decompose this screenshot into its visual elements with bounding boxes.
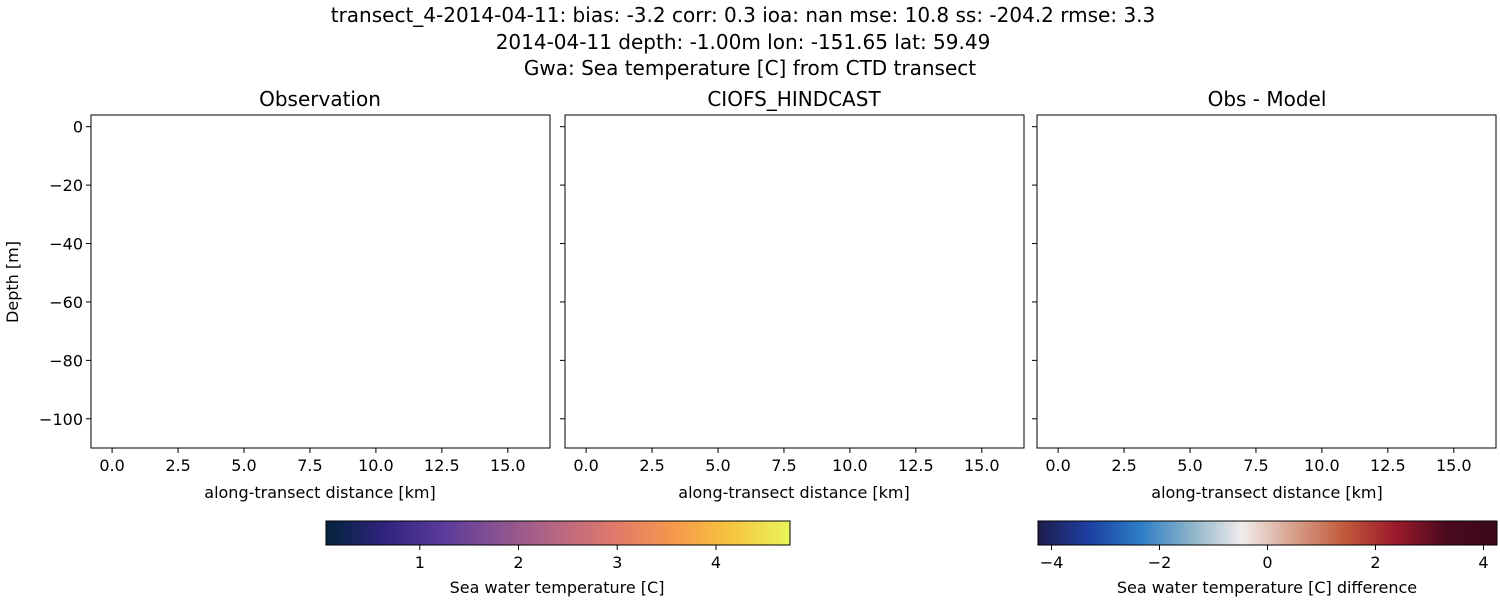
x-tick-label: 0.0 xyxy=(99,456,124,475)
colorbar-gradient xyxy=(325,520,791,546)
colorbar-tick-label: 3 xyxy=(612,553,622,572)
x-axis-label: along-transect distance [km] xyxy=(204,483,435,502)
colorbar-label: Sea water temperature [C] xyxy=(450,578,665,597)
y-axis-label: Depth [m] xyxy=(3,241,22,323)
x-tick-label: 12.5 xyxy=(424,456,460,475)
model-ticks: 0.0 2.5 5.0 7.5 10.0 12.5 15.0 xyxy=(560,126,1000,475)
panel-observation: Observation 0.0 2.5 5.0 7.5 10.0 12.5 15.0 0 −20… xyxy=(3,87,551,502)
x-tick-label: 12.5 xyxy=(898,456,934,475)
y-tick-label: −40 xyxy=(49,235,83,254)
colorbar-tick-label: 4 xyxy=(1478,553,1488,572)
x-tick-label: 15.0 xyxy=(1436,456,1472,475)
plot-frame xyxy=(1036,114,1497,449)
x-tick-label: 5.0 xyxy=(231,456,256,475)
x-tick-label: 10.0 xyxy=(1304,456,1340,475)
suptitle-line-3: Gwa: Sea temperature [C] from CTD transe… xyxy=(524,56,976,80)
x-tick-label: 2.5 xyxy=(165,456,190,475)
colorbar-tick-label: −4 xyxy=(1040,553,1064,572)
suptitle-line-1: transect_4-2014-04-11: bias: -3.2 corr: … xyxy=(331,3,1156,27)
colorbar-difference: −4 −2 0 2 4 Sea water temperature [C] differ… xyxy=(1037,520,1498,597)
x-tick-label: 7.5 xyxy=(297,456,322,475)
y-tick-label: 0 xyxy=(73,118,83,137)
panel-ciofs-hindcast: CIOFS_HINDCAST 0.0 2.5 5.0 7.5 10.0 12.5 15.0 … xyxy=(560,87,1025,502)
y-tick-label: −100 xyxy=(39,410,83,429)
x-tick-label: 10.0 xyxy=(358,456,394,475)
x-tick-label: 7.5 xyxy=(771,456,796,475)
x-axis-label: along-transect distance [km] xyxy=(1151,483,1382,502)
x-tick-label: 7.5 xyxy=(1243,456,1268,475)
x-tick-label: 15.0 xyxy=(490,456,526,475)
x-tick-label: 2.5 xyxy=(639,456,664,475)
model-casts xyxy=(582,122,1007,438)
colorbar-tick-label: 4 xyxy=(711,553,721,572)
colorbar-temperature: 1 2 3 4 Sea water temperature [C] xyxy=(325,520,791,597)
colorbar-tick-label: 2 xyxy=(1370,553,1380,572)
x-tick-label: 0.0 xyxy=(573,456,598,475)
plot-frame xyxy=(90,114,551,449)
x-tick-label: 5.0 xyxy=(705,456,730,475)
suptitle-line-2: 2014-04-11 depth: -1.00m lon: -151.65 la… xyxy=(496,30,991,54)
colorbar-ticks: −4 −2 0 2 4 xyxy=(1040,545,1489,572)
x-tick-label: 2.5 xyxy=(1111,456,1136,475)
colorbar-ticks: 1 2 3 4 xyxy=(415,545,721,572)
colorbar-label: Sea water temperature [C] difference xyxy=(1117,578,1417,597)
colorbar-tick-label: −2 xyxy=(1148,553,1172,572)
y-tick-label: −80 xyxy=(49,351,83,370)
x-tick-label: 0.0 xyxy=(1045,456,1070,475)
panel-title: Observation xyxy=(259,87,381,111)
x-axis-label: along-transect distance [km] xyxy=(678,483,909,502)
panel-title: Obs - Model xyxy=(1208,87,1327,111)
y-tick-label: −60 xyxy=(49,293,83,312)
observation-ticks: 0.0 2.5 5.0 7.5 10.0 12.5 15.0 0 −20 −40 −60 −80 −10… xyxy=(39,118,526,475)
y-tick-label: −20 xyxy=(49,176,83,195)
colorbar-tick-label: 2 xyxy=(513,553,523,572)
panel-obs-minus-model: Obs - Model 0.0 2.5 5.0 7.5 10.0 12.5 15.0 alo… xyxy=(1032,87,1497,502)
x-tick-label: 12.5 xyxy=(1370,456,1406,475)
colorbar-gradient xyxy=(1037,520,1498,546)
colorbar-tick-label: 0 xyxy=(1262,553,1272,572)
plot-frame xyxy=(564,114,1025,449)
difference-ticks: 0.0 2.5 5.0 7.5 10.0 12.5 15.0 xyxy=(1032,126,1472,475)
x-tick-label: 15.0 xyxy=(964,456,1000,475)
difference-casts xyxy=(1054,115,1479,448)
x-tick-label: 10.0 xyxy=(832,456,868,475)
colorbar-tick-label: 1 xyxy=(415,553,425,572)
x-tick-label: 5.0 xyxy=(1177,456,1202,475)
observation-casts xyxy=(108,122,533,438)
panel-title: CIOFS_HINDCAST xyxy=(707,87,881,111)
